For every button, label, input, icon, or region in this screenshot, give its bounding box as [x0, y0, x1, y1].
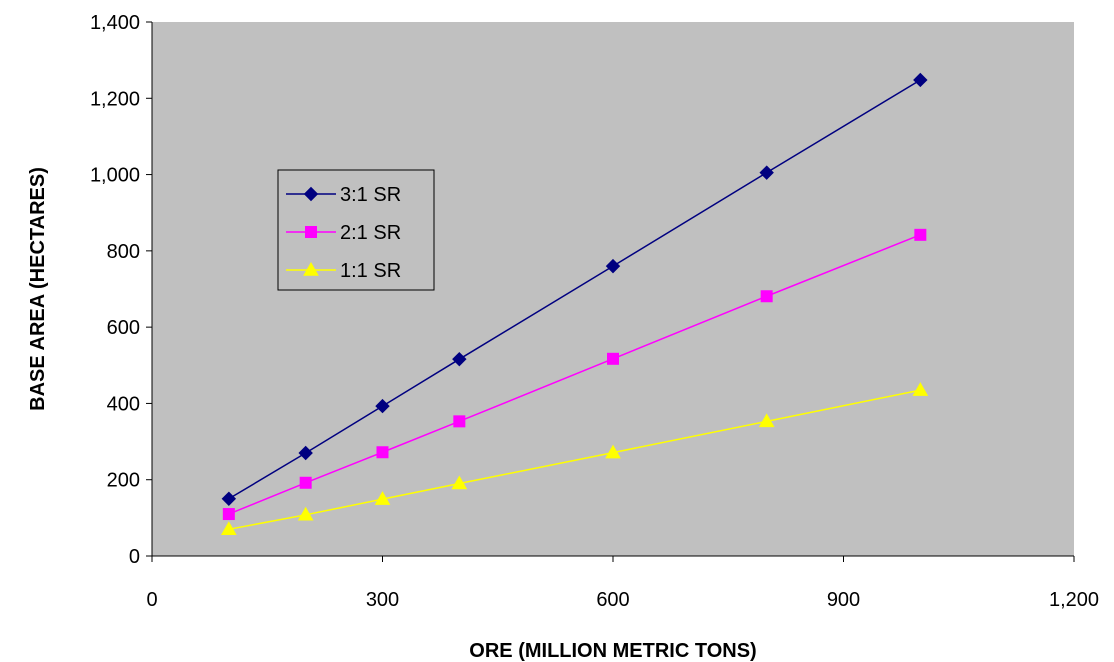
x-tick-label: 600	[596, 589, 629, 611]
data-point	[912, 382, 929, 396]
legend-marker	[303, 261, 319, 276]
data-point	[451, 475, 468, 490]
x-tick-labels: 0 300 600 900 1,200	[146, 556, 1099, 611]
series-layer	[220, 72, 929, 536]
data-point	[376, 446, 389, 459]
data-point	[222, 508, 235, 521]
data-point	[453, 415, 466, 428]
y-tick-label: 1,200	[90, 88, 140, 110]
data-point	[607, 352, 619, 365]
data-point	[221, 491, 237, 506]
y-tick-label: 400	[107, 393, 140, 415]
data-point	[374, 491, 391, 505]
data-point	[914, 228, 927, 241]
legend-label: 2:1 SR	[340, 222, 401, 244]
data-point	[913, 72, 928, 88]
legend-label: 1:1 SR	[340, 260, 401, 282]
legend-label: 3:1 SR	[340, 184, 401, 206]
legend-item: 2:1 SR	[286, 222, 401, 244]
legend-items: 3:1 SR 2:1 SR 1:1 SR	[286, 184, 401, 282]
y-tick-label: 1,000	[90, 165, 140, 187]
x-tick-label: 0	[146, 589, 157, 611]
legend-marker	[303, 186, 319, 202]
data-point	[605, 258, 621, 274]
series-3	[220, 382, 929, 536]
x-axis-title: ORE (MILLION METRIC TONS)	[469, 640, 756, 662]
y-tick-label: 200	[107, 470, 140, 492]
legend: 3:1 SR 2:1 SR 1:1 SR	[277, 169, 435, 291]
y-tick-label: 1,400	[90, 12, 140, 34]
data-point	[760, 290, 773, 303]
data-point	[297, 506, 314, 521]
legend-item: 1:1 SR	[286, 260, 401, 282]
series-2	[222, 228, 927, 521]
data-point	[220, 521, 237, 536]
x-tick-label: 900	[827, 589, 860, 611]
data-point	[605, 444, 621, 459]
data-point	[759, 165, 774, 180]
y-tick-label: 800	[107, 241, 140, 263]
y-tick-labels: 0 200 400 600 800 1,000 1,200 1,400	[90, 12, 152, 568]
y-axis-title: BASE AREA (HECTARES)	[27, 167, 49, 411]
data-point	[375, 398, 390, 414]
y-tick-label: 0	[129, 546, 140, 568]
legend-item: 3:1 SR	[286, 184, 401, 206]
series-1	[221, 72, 928, 506]
y-tick-label: 600	[107, 317, 140, 339]
x-tick-label: 1,200	[1049, 589, 1099, 611]
x-tick-label: 300	[366, 589, 399, 611]
data-point	[452, 351, 467, 367]
data-point	[298, 445, 313, 461]
data-point	[758, 413, 775, 428]
data-point	[299, 476, 312, 489]
legend-marker	[305, 226, 317, 238]
